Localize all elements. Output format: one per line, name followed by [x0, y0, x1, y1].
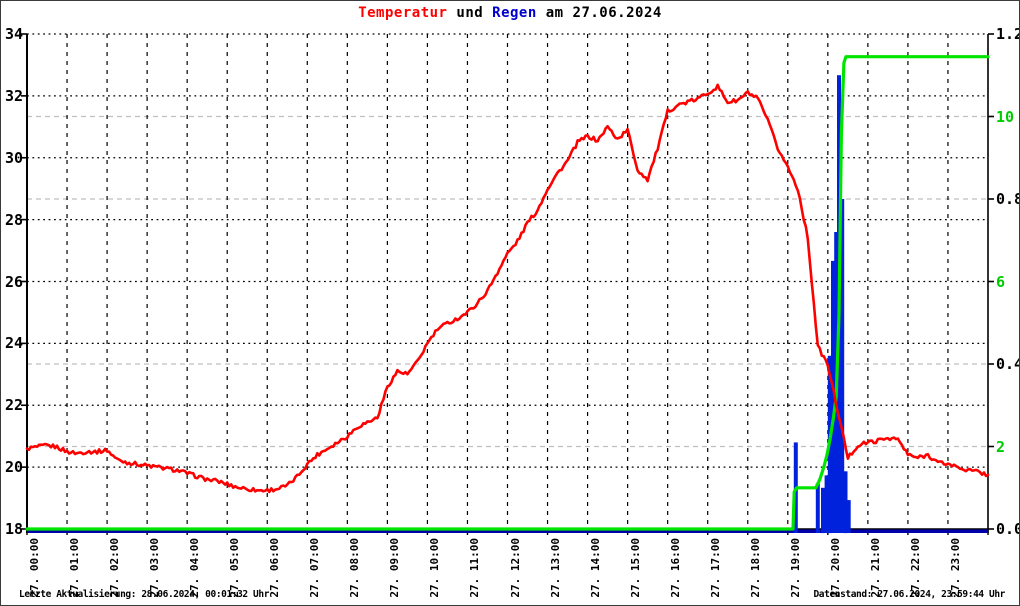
- y-left-tick-label: 28: [4, 210, 23, 229]
- y-left-tick-label: 22: [4, 396, 23, 415]
- x-tick-label: 27. 17:00: [708, 538, 722, 598]
- footer-data-state: Datenstand: 27.06.2024, 23:59:44 Uhr: [813, 589, 1005, 600]
- x-tick-label: 27. 07:00: [308, 538, 322, 598]
- x-tick-label: 27. 13:00: [548, 538, 562, 598]
- footer-last-update: Letzte Aktualisierung: 28.06.2024, 00:01…: [19, 589, 270, 600]
- y-right-tick-label: 1.2: [996, 25, 1019, 43]
- x-tick-label: 27. 18:00: [748, 538, 762, 598]
- y-right-green-tick-label: 6: [996, 272, 1006, 291]
- title-regen: Regen: [492, 5, 537, 21]
- x-tick-label: 27. 16:00: [668, 538, 682, 598]
- x-tick-label: 27. 15:00: [628, 538, 642, 598]
- y-left-tick-label: 34: [4, 25, 23, 43]
- y-right-tick-label: 0.0: [996, 520, 1019, 538]
- title-und: und: [447, 5, 493, 21]
- y-left-tick-label: 24: [4, 334, 23, 353]
- y-left-tick-label: 26: [4, 272, 23, 291]
- x-tick-label: 27. 09:00: [388, 538, 402, 598]
- x-tick-label: 27. 14:00: [588, 538, 602, 598]
- y-left-tick-label: 30: [4, 148, 23, 167]
- y-right-tick-label: 0.4: [996, 355, 1019, 373]
- y-left-tick-label: 20: [4, 458, 23, 477]
- y-left-tick-label: 32: [4, 86, 23, 105]
- x-tick-label: 27. 12:00: [508, 538, 522, 598]
- y-right-green-tick-label: 10: [996, 107, 1015, 126]
- x-tick-label: 27. 06:00: [268, 538, 282, 598]
- chart-title: Temperatur und Regen am 27.06.2024: [1, 5, 1019, 21]
- x-tick-label: 27. 11:00: [468, 538, 482, 598]
- y-right-tick-label: 0.8: [996, 190, 1019, 208]
- y-left-tick-label: 18: [4, 520, 23, 538]
- x-tick-label: 27. 19:00: [788, 538, 802, 598]
- title-temperatur: Temperatur: [358, 5, 448, 21]
- title-date: am 27.06.2024: [536, 5, 662, 21]
- x-tick-label: 27. 08:00: [348, 538, 362, 598]
- y-right-green-tick-label: 2: [996, 437, 1006, 456]
- x-tick-label: 27. 10:00: [428, 538, 442, 598]
